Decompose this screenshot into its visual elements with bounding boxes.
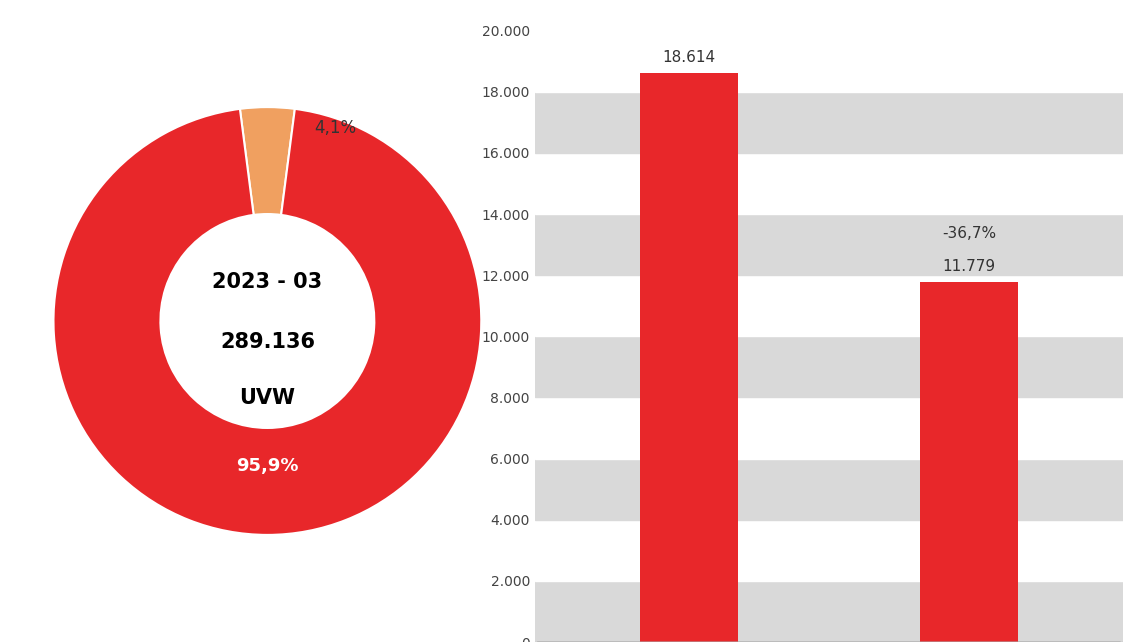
Text: 18.614: 18.614 <box>663 50 715 65</box>
Bar <box>535 336 1123 397</box>
Wedge shape <box>240 107 295 215</box>
Text: 2023 - 03: 2023 - 03 <box>212 272 322 293</box>
Bar <box>535 397 1123 458</box>
Wedge shape <box>54 109 482 535</box>
Text: UVW: UVW <box>239 388 295 408</box>
Text: 95,9%: 95,9% <box>236 458 299 476</box>
Bar <box>535 581 1123 642</box>
Bar <box>535 275 1123 336</box>
Bar <box>535 214 1123 275</box>
Text: 289.136: 289.136 <box>220 333 314 352</box>
Text: -36,7%: -36,7% <box>942 225 996 241</box>
Text: 11.779: 11.779 <box>942 259 995 274</box>
Bar <box>535 458 1123 520</box>
Bar <box>535 92 1123 153</box>
Bar <box>920 282 1017 642</box>
Bar <box>535 153 1123 214</box>
Bar <box>640 73 738 642</box>
Bar <box>535 31 1123 92</box>
Text: 4,1%: 4,1% <box>314 119 357 137</box>
Bar <box>535 520 1123 581</box>
